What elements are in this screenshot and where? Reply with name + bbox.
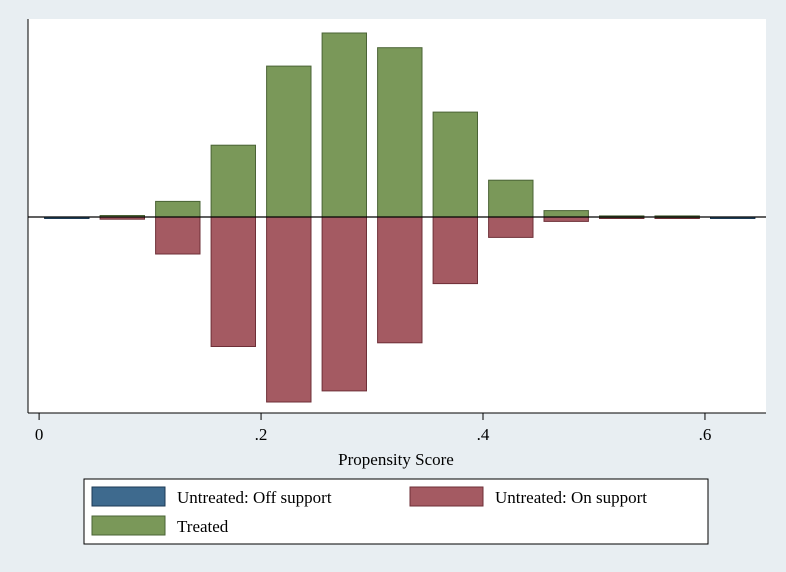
bar-untreated-on-support-8	[488, 216, 534, 238]
x-tick-label-0: 0	[35, 425, 44, 444]
bar-untreated-on-support-9	[543, 216, 589, 222]
x-tick-label-3: .6	[699, 425, 712, 444]
bar-treated-3	[210, 144, 257, 218]
bars-group	[44, 32, 756, 403]
bar-treated-7	[432, 111, 479, 218]
bar-untreated-on-support-6	[377, 216, 423, 344]
x-axis-title: Propensity Score	[338, 450, 454, 469]
legend-label-on-support: Untreated: On support	[495, 488, 647, 507]
x-tick-label-2: .4	[477, 425, 490, 444]
legend-label-off-support: Untreated: Off support	[177, 488, 332, 507]
legend-entry-on-support: Untreated: On support	[409, 486, 647, 507]
legend: Untreated: Off support Untreated: On sup…	[83, 478, 709, 545]
bar-untreated-on-support-4	[266, 216, 312, 403]
bar-untreated-on-support-2	[155, 216, 201, 255]
legend-label-treated: Treated	[177, 517, 229, 536]
legend-swatch-off-support	[91, 486, 166, 507]
bar-treated-5	[321, 32, 368, 218]
bar-treated-6	[377, 47, 423, 218]
bar-treated-2	[155, 200, 201, 218]
bar-treated-4	[266, 65, 312, 218]
bar-treated-8	[488, 179, 534, 218]
legend-entry-treated: Treated	[91, 515, 229, 536]
bar-treated-9	[543, 210, 589, 218]
x-ticks-group: 0 .2 .4 .6	[35, 413, 711, 444]
legend-swatch-treated	[91, 515, 166, 536]
legend-box	[83, 478, 709, 545]
bar-untreated-on-support-5	[321, 216, 368, 392]
bar-untreated-on-support-7	[432, 216, 479, 285]
legend-entry-off-support: Untreated: Off support	[91, 486, 332, 507]
legend-swatch-on-support	[409, 486, 484, 507]
bar-untreated-on-support-3	[210, 216, 257, 347]
x-tick-label-1: .2	[255, 425, 268, 444]
